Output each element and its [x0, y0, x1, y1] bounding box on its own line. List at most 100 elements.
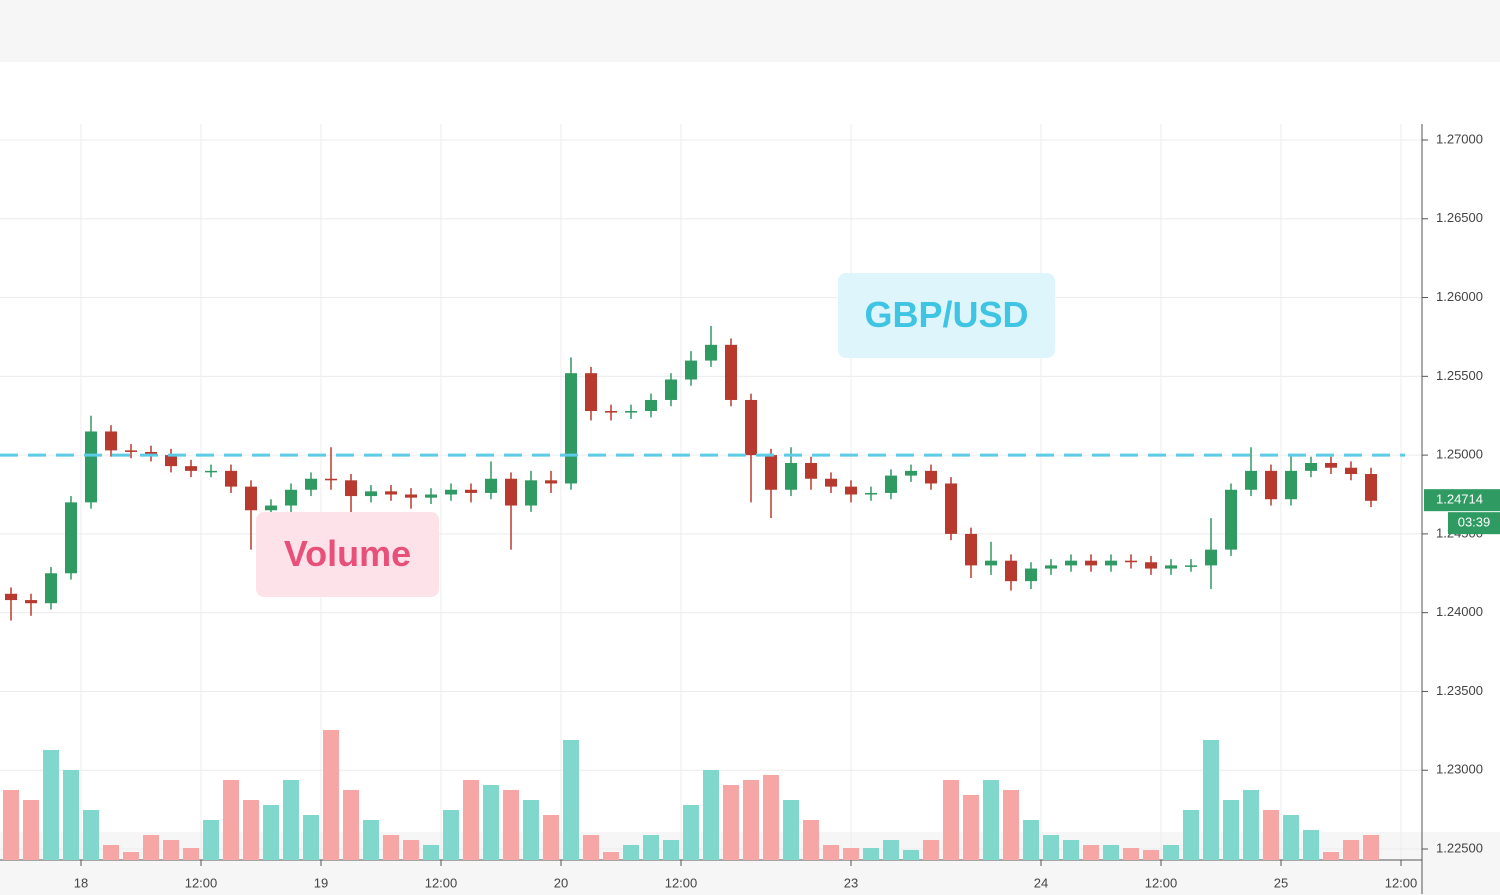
candle-body [85, 431, 97, 503]
candle-body [145, 451, 157, 456]
volume-bar [1343, 840, 1359, 860]
volume-bar [843, 848, 859, 860]
annotation-text: Volume [284, 533, 411, 574]
volume-bar [423, 845, 439, 860]
candle-body [1365, 474, 1377, 501]
candle-body [925, 470, 937, 484]
candle-body [405, 494, 417, 498]
candle-body [305, 478, 317, 490]
candle-body [365, 491, 377, 497]
candle-body [1085, 560, 1097, 566]
volume-bar [1203, 740, 1219, 860]
volume-bar [43, 750, 59, 860]
candle-body [485, 478, 497, 493]
y-tick-label: 1.26500 [1436, 210, 1483, 225]
candle-body [245, 486, 257, 511]
volume-bar [743, 780, 759, 860]
candle-body [625, 410, 637, 413]
candle-body [885, 475, 897, 493]
candle-body [505, 478, 517, 506]
x-tick-label: 20 [554, 875, 568, 890]
volume-bar [163, 840, 179, 860]
y-tick-label: 1.23500 [1436, 683, 1483, 698]
candle-body [45, 573, 57, 604]
volume-bar [903, 850, 919, 860]
candle-body [605, 410, 617, 413]
x-tick-label: 12:00 [1385, 875, 1418, 890]
y-tick-label: 1.27000 [1436, 131, 1483, 146]
candle-body [585, 373, 597, 411]
candle-body [425, 494, 437, 498]
candle-body [1105, 560, 1117, 566]
candle-body [1185, 565, 1197, 567]
candle-body [985, 560, 997, 566]
volume-bar [503, 790, 519, 860]
volume-bar [783, 800, 799, 860]
candle-body [1245, 470, 1257, 490]
candle-body [745, 399, 757, 456]
x-tick-label: 24 [1034, 875, 1048, 890]
candle-body [865, 492, 877, 495]
volume-bar [103, 845, 119, 860]
candle-body [785, 462, 797, 490]
y-tick-label: 1.22500 [1436, 840, 1483, 855]
volume-bar [223, 780, 239, 860]
volume-bar [703, 770, 719, 860]
candle-body [445, 489, 457, 495]
countdown-badge [1448, 512, 1500, 535]
volume-bar [1303, 830, 1319, 860]
candle-body [845, 486, 857, 495]
candle-body [1325, 462, 1337, 468]
candle-body [1145, 562, 1157, 569]
volume-bar [143, 835, 159, 860]
volume-bar [963, 795, 979, 860]
volume-bar [1263, 810, 1279, 860]
volume-bar [463, 780, 479, 860]
candle-body [1305, 462, 1317, 471]
candle-body [1025, 568, 1037, 582]
volume-bar [3, 790, 19, 860]
candle-body [225, 470, 237, 487]
volume-bar [263, 805, 279, 860]
volume-bar [583, 835, 599, 860]
candle-body [1345, 467, 1357, 475]
candle-body [1205, 549, 1217, 566]
y-tick-label: 1.26000 [1436, 289, 1483, 304]
volume-bar [1363, 835, 1379, 860]
candle-body [1285, 470, 1297, 500]
candle-body [285, 489, 297, 506]
candle-body [565, 373, 577, 484]
candle-body [1265, 470, 1277, 500]
volume-bar [83, 810, 99, 860]
volume-bar [343, 790, 359, 860]
candle-body [125, 450, 137, 452]
volume-bar [323, 730, 339, 860]
volume-bar [1323, 852, 1339, 860]
candle-body [805, 462, 817, 479]
volume-bar [63, 770, 79, 860]
annotation-text: GBP/USD [864, 294, 1028, 335]
volume-bar [443, 810, 459, 860]
volume-bar [403, 840, 419, 860]
candle-body [5, 593, 17, 601]
candle-body [685, 360, 697, 380]
candle-body [385, 491, 397, 495]
volume-bar [523, 800, 539, 860]
y-tick-label: 1.23000 [1436, 762, 1483, 777]
annotation-box [838, 273, 1055, 358]
volume-bar [623, 845, 639, 860]
y-tick-label: 1.25500 [1436, 368, 1483, 383]
candle-body [345, 480, 357, 497]
volume-bar [563, 740, 579, 860]
candle-body [525, 480, 537, 506]
candle-body [265, 505, 277, 511]
volume-bar [603, 852, 619, 860]
volume-bar [823, 845, 839, 860]
candle-body [25, 600, 37, 604]
volume-bar [863, 848, 879, 860]
x-tick-label: 12:00 [425, 875, 458, 890]
candle-body [905, 470, 917, 476]
candle-body [705, 344, 717, 361]
volume-bar [923, 840, 939, 860]
x-tick-label: 18 [74, 875, 88, 890]
